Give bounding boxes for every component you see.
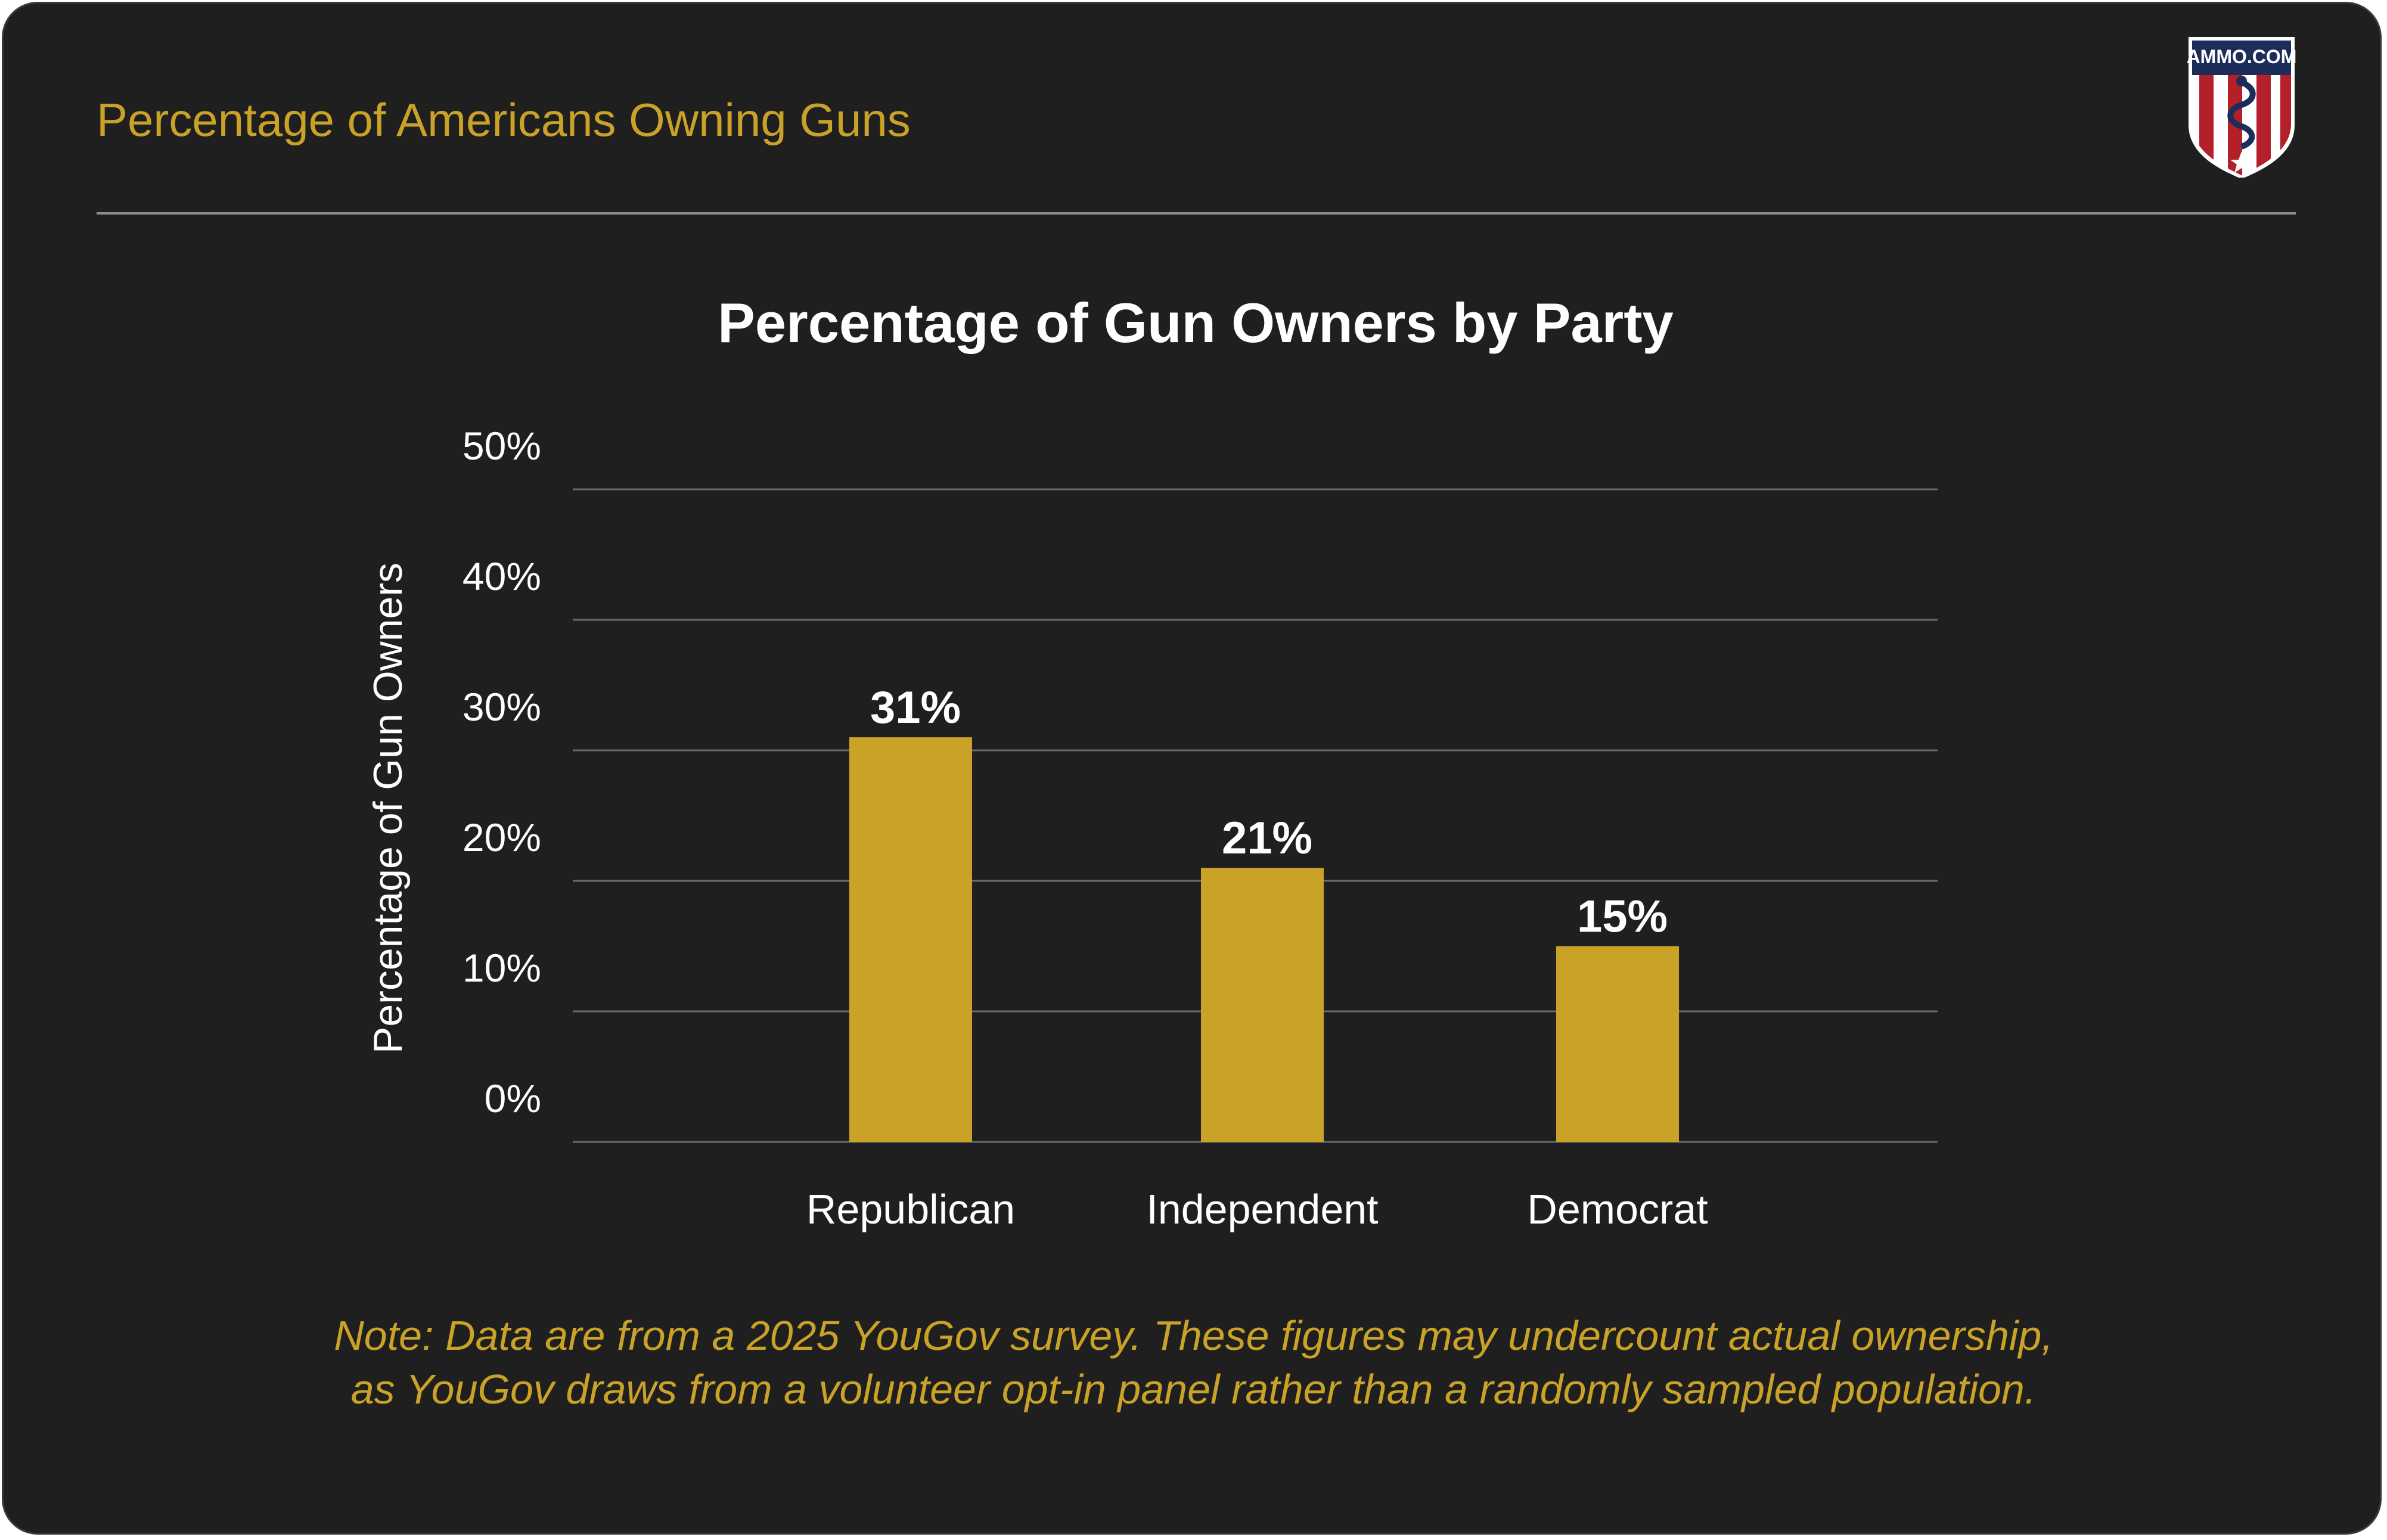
bar — [849, 737, 972, 1142]
x-tick-label: Democrat — [1527, 1186, 1708, 1232]
header-divider — [97, 212, 2296, 215]
bars — [849, 737, 1679, 1142]
footnote-line-1: Note: Data are from a 2025 YouGov survey… — [334, 1312, 2053, 1359]
y-tick-label: 40% — [462, 554, 541, 598]
data-labels: 31% 21% 15% — [870, 682, 1668, 942]
data-label: 31% — [870, 682, 961, 733]
x-tick-label: Republican — [806, 1186, 1015, 1232]
y-tick-label: 50% — [462, 424, 541, 468]
data-label: 21% — [1222, 813, 1312, 864]
y-axis-label: Percentage of Gun Owners — [365, 563, 411, 1054]
footnote: Note: Data are from a 2025 YouGov survey… — [4, 1309, 2380, 1416]
chart-title: Percentage of Gun Owners by Party — [718, 291, 1674, 354]
bar — [1201, 868, 1324, 1142]
footnote-line-2: as YouGov draws from a volunteer opt-in … — [350, 1366, 2037, 1412]
page-title: Percentage of Americans Owning Guns — [97, 94, 911, 146]
ammo-com-logo: AMMO.COM — [2187, 37, 2297, 178]
y-tick-label: 10% — [462, 946, 541, 990]
y-tick-labels: 0% 10% 20% 30% 40% 50% — [462, 424, 541, 1120]
y-tick-label: 30% — [462, 685, 541, 729]
y-tick-label: 0% — [485, 1076, 541, 1120]
x-tick-label: Independent — [1146, 1186, 1378, 1232]
x-tick-labels: Republican Independent Democrat — [806, 1186, 1708, 1232]
bar-chart: Percentage of Gun Owners by Party Percen… — [365, 291, 1938, 1232]
bar — [1556, 946, 1679, 1142]
data-label: 15% — [1577, 892, 1668, 942]
logo-text: AMMO.COM — [2187, 46, 2297, 67]
y-tick-label: 20% — [462, 815, 541, 859]
